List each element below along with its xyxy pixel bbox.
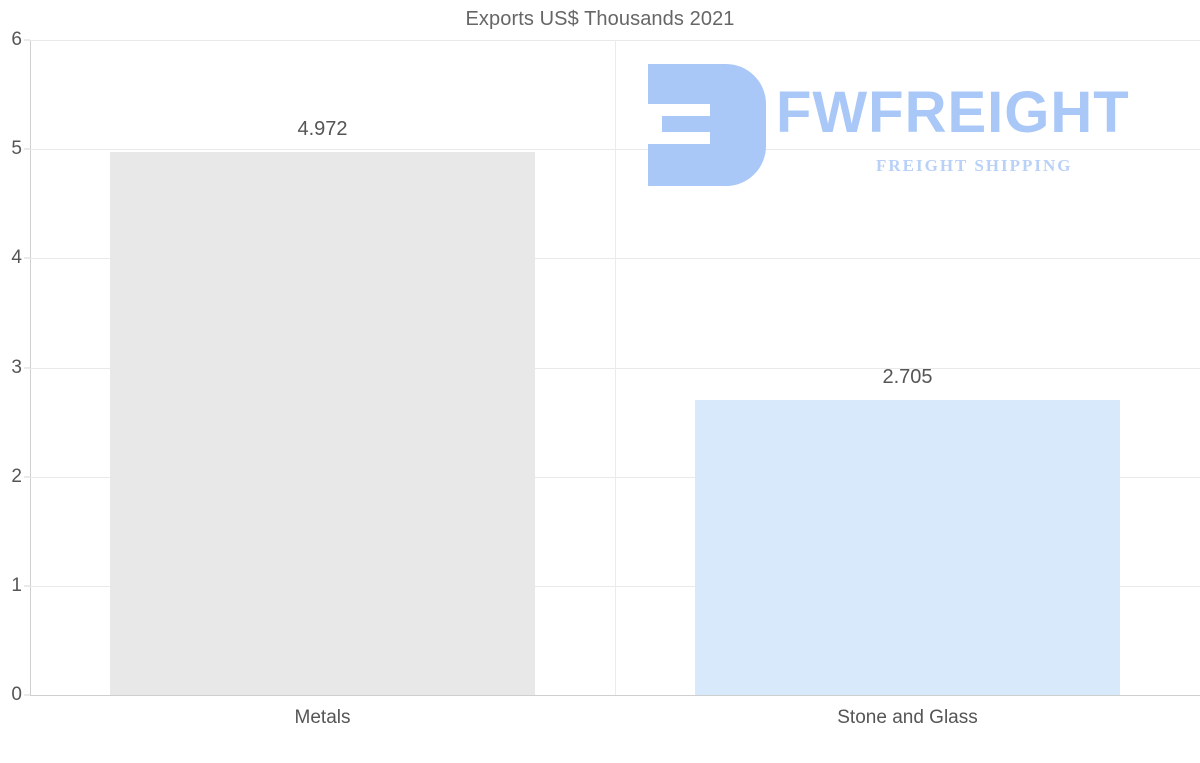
category-label: Stone and Glass	[837, 707, 978, 728]
y-axis-tick-mark	[24, 39, 30, 41]
y-axis-tick-label: 6	[11, 29, 22, 50]
y-axis-tick-mark	[24, 585, 30, 587]
y-axis-tick-label: 4	[11, 247, 22, 269]
bar-value-label: 2.705	[882, 365, 933, 388]
y-axis-tick-label: 0	[11, 684, 22, 705]
y-axis-tick-label: 1	[11, 574, 22, 596]
y-axis-tick-label: 3	[11, 356, 22, 378]
y-axis-tick-mark	[24, 148, 30, 150]
y-axis-tick-mark	[24, 367, 30, 368]
bar[interactable]	[110, 152, 535, 695]
chart-title: Exports US$ Thousands 2021	[465, 8, 735, 30]
y-axis-tick-label: 5	[11, 138, 22, 160]
y-axis-tick-mark	[24, 257, 30, 259]
bar-value-label: 4.972	[297, 118, 348, 141]
gridline-vertical	[615, 40, 616, 695]
bar[interactable]	[695, 399, 1120, 695]
gridline-horizontal	[30, 695, 1200, 696]
category-label: Metals	[294, 707, 351, 728]
plot-area	[30, 40, 1200, 696]
y-axis-tick-mark	[24, 694, 30, 696]
y-axis-tick-mark	[24, 476, 30, 478]
y-axis-tick-label: 2	[11, 465, 22, 487]
